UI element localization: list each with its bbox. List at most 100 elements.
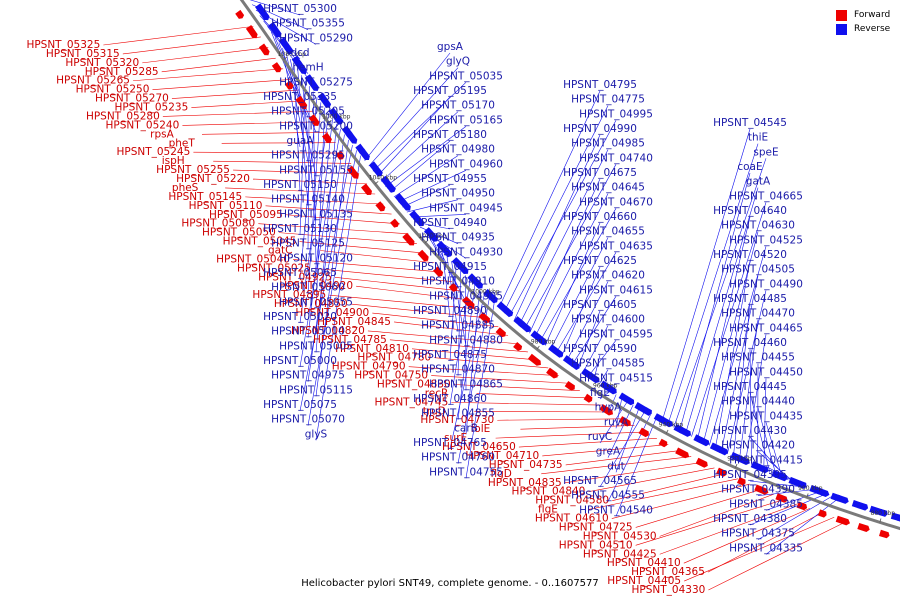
reverse-gene-glyph (659, 416, 673, 428)
reverse-gene-label: HPSNT_05070 (271, 414, 345, 426)
reverse-leader-line (765, 498, 839, 555)
reverse-gene-label: HPSNT_04460 (713, 337, 787, 349)
reverse-leader-line (599, 369, 609, 384)
reverse-gene-label: HPSNT_05075 (263, 399, 337, 411)
reverse-gene-glyph (386, 183, 396, 193)
forward-gene-glyph (478, 312, 490, 324)
reverse-gene-label: glyS (305, 428, 328, 440)
forward-leader-line (476, 393, 591, 399)
reverse-gene-label: HPSNT_05165 (429, 114, 503, 126)
forward-gene-glyph (347, 165, 359, 179)
reverse-gene-label: HPSNT_05010 (271, 326, 345, 338)
forward-gene-label: HPSNT_05325 (26, 39, 100, 51)
forward-gene-label: HPSNT_04750 (354, 370, 428, 382)
forward-leader-line (285, 214, 400, 225)
reverse-gene-label: HPSNT_05125 (271, 238, 345, 250)
forward-gene-label: HPSNT_04610 (535, 513, 609, 525)
reverse-gene-label: HPSNT_04430 (713, 425, 787, 437)
reverse-gene-label: HPSNT_04950 (421, 188, 495, 200)
reverse-gene-label: HPSNT_04765 (413, 437, 487, 449)
reverse-gene-label: HPSNT_05060 (271, 282, 345, 294)
scale-tick-label: 960 kbp (593, 383, 618, 390)
scale-tick-label: 980 kbp (531, 338, 556, 345)
forward-leader-line (707, 512, 823, 573)
reverse-gene-glyph (586, 371, 600, 384)
reverse-gene-glyph (896, 514, 900, 522)
forward-gene-label: HPSNT_04735 (489, 459, 563, 471)
reverse-gene-glyph (535, 334, 547, 346)
forward-gene-label: HPSNT_04710 (465, 450, 539, 462)
reverse-gene-label: HPSNT_04585 (571, 358, 645, 370)
forward-gene-glyph (775, 493, 788, 503)
reverse-gene-glyph (851, 500, 861, 509)
forward-leader-line (320, 250, 435, 264)
reverse-gene-label: HPSNT_05115 (279, 384, 353, 396)
reverse-leader-line (667, 143, 759, 425)
reverse-leader-line (307, 102, 322, 294)
reverse-leader-line (307, 118, 333, 338)
reverse-leader-line (286, 53, 309, 162)
forward-gene-glyph (818, 509, 827, 518)
forward-leader-line (612, 473, 727, 501)
reverse-gene-glyph (328, 107, 341, 121)
reverse-leader-line (615, 417, 657, 517)
forward-leader-line (142, 47, 269, 64)
reverse-gene-label: HPSNT_04885 (421, 320, 495, 332)
reverse-gene-label: HPSNT_04390 (721, 484, 795, 496)
forward-leader-line (497, 418, 624, 421)
reverse-leader-line (765, 491, 820, 511)
forward-gene-glyph (675, 447, 690, 459)
forward-gene-label: HPSNT_04820 (291, 325, 365, 337)
reverse-gene-label: HPSNT_04600 (571, 314, 645, 326)
forward-gene-label: rpsA (150, 128, 174, 140)
forward-gene-label: HPSNT_04845 (317, 316, 391, 328)
forward-leader-line (213, 160, 352, 164)
reverse-leader-line (364, 52, 451, 162)
reverse-leader-line (315, 107, 326, 309)
reverse-gene-glyph (295, 60, 307, 75)
reverse-gene-label: HPSNT_05035 (429, 70, 503, 82)
reverse-leader-line (714, 260, 751, 449)
scale-tick-mark (599, 390, 603, 395)
reverse-gene-glyph (879, 508, 888, 517)
reverse-gene-label: greA (596, 446, 621, 458)
reverse-gene-glyph (553, 347, 564, 358)
scale-tick-mark (735, 463, 738, 468)
forward-leader-line (133, 68, 284, 82)
reverse-gene-label: HPSNT_04905 (429, 290, 503, 302)
forward-gene-glyph (308, 114, 320, 126)
reverse-gene-label: HPSNT_05295 (271, 150, 345, 162)
reverse-leader-line (457, 270, 462, 376)
reverse-gene-glyph (487, 293, 498, 304)
reverse-gene-label: gatA (746, 176, 771, 188)
reverse-gene-label: HPSNT_04605 (563, 299, 637, 311)
forward-gene-label: HPSNT_04900 (295, 307, 369, 319)
forward-leader-line (635, 498, 786, 546)
reverse-gene-label: HPSNT_04380 (713, 513, 787, 525)
reverse-leader-line (449, 265, 457, 362)
reverse-leader-line (757, 496, 833, 540)
reverse-gene-label: HPSNT_04870 (421, 364, 495, 376)
forward-leader-line (588, 467, 715, 493)
reverse-gene-glyph (258, 8, 270, 21)
forward-gene-label: HPSNT_05095 (209, 209, 283, 221)
forward-gene-label: pheS (172, 182, 199, 194)
forward-leader-line (182, 121, 321, 126)
reverse-gene-label: HPSNT_04590 (563, 343, 637, 355)
reverse-gene-label: HPSNT_04910 (421, 276, 495, 288)
reverse-gene-label: HPSNT_05065 (263, 267, 337, 279)
reverse-gene-label: HPSNT_04860 (413, 393, 487, 405)
scale-tick-mark (879, 518, 882, 523)
forward-leader-line (611, 483, 750, 519)
reverse-gene-glyph (735, 454, 750, 465)
reverse-gene-label: HPSNT_04675 (563, 167, 637, 179)
reverse-gene-glyph (359, 148, 370, 160)
reverse-leader-line (560, 266, 601, 358)
forward-gene-label: HPSNT_05235 (114, 102, 188, 114)
scale-tick-mark (536, 345, 540, 350)
forward-gene-label: HPSNT_04730 (420, 414, 494, 426)
forward-leader-line (587, 478, 739, 510)
forward-gene-glyph (754, 484, 769, 495)
reverse-leader-line (518, 149, 609, 325)
forward-gene-label: HPSNT_04425 (583, 548, 657, 560)
